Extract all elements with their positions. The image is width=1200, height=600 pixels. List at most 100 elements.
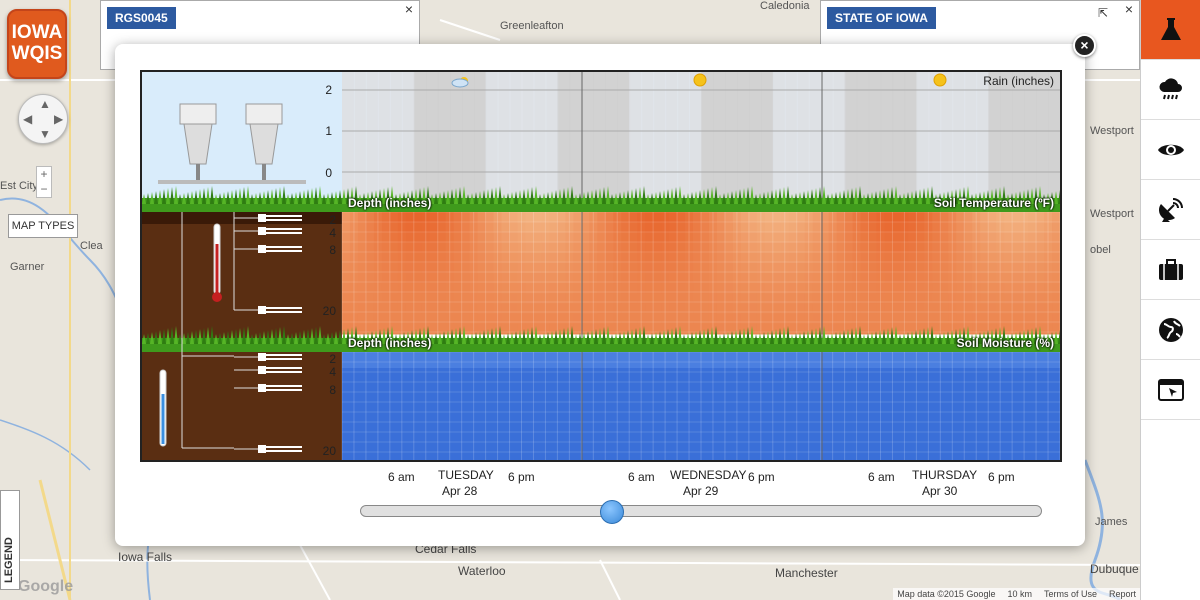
temperature-cell (421, 212, 431, 223)
moisture-panel (342, 352, 1060, 460)
grass-blade (578, 333, 582, 344)
temperature-cell (932, 283, 941, 294)
temperature-cell (988, 303, 997, 315)
temperature-cell (621, 293, 630, 304)
time-slider-track[interactable] (360, 505, 1042, 517)
rain-time-column (569, 72, 583, 200)
grass-blade (470, 193, 474, 204)
grass-blade (638, 187, 642, 204)
pan-up-icon[interactable]: ▲ (39, 97, 51, 111)
grass-blade (654, 332, 658, 344)
temperature-cell (621, 303, 630, 315)
grass-blade (814, 328, 818, 344)
grass-blade (494, 327, 498, 344)
temperature-cell (740, 283, 750, 294)
temperature-cell (980, 262, 989, 274)
grass-blade (274, 328, 278, 344)
temperature-cell (724, 323, 734, 335)
grass-blade (490, 188, 494, 204)
temperature-cell (373, 262, 383, 274)
temperature-cell (884, 212, 893, 223)
temperature-cell (956, 262, 965, 274)
temperature-cell (541, 252, 550, 264)
grass-blade (146, 333, 150, 344)
close-icon[interactable]: × (1124, 1, 1133, 17)
toolbar-item-tools[interactable] (1141, 240, 1200, 300)
legend-tab[interactable]: LEGEND (0, 490, 20, 590)
temperature-cell (940, 242, 949, 254)
toolbar-item-sensors[interactable] (1141, 180, 1200, 240)
temperature-cell (613, 232, 622, 243)
grass-blade (634, 328, 638, 344)
toolbar-item-globe[interactable] (1141, 300, 1200, 360)
grass-blade (982, 191, 986, 204)
grass-blade (350, 327, 354, 344)
pan-left-icon[interactable]: ◀ (23, 112, 33, 126)
temperature-cell (780, 252, 790, 264)
temperature-cell (772, 232, 782, 243)
grass-blade (598, 188, 602, 204)
toolbar-item-embed[interactable] (1141, 360, 1200, 420)
zoom-in-button[interactable]: + (40, 167, 48, 181)
probe-head (258, 353, 266, 361)
temperature-cell (445, 242, 455, 254)
temperature-cell (812, 242, 822, 254)
probe-rod (266, 371, 302, 373)
temperature-cell (637, 242, 646, 254)
date-label: Apr 28 (442, 484, 478, 498)
temperature-cell (661, 262, 670, 274)
app-logo[interactable]: IOWA WQIS (7, 9, 67, 79)
grass-blade (650, 333, 654, 344)
temperature-cell (884, 293, 893, 304)
temperature-cell (1044, 273, 1053, 284)
toolbar-item-view[interactable] (1141, 120, 1200, 180)
rain-gauge-top (179, 103, 217, 125)
report-link[interactable]: Report (1108, 589, 1136, 599)
grass-blade (162, 329, 166, 344)
temperature-cell (445, 283, 455, 294)
temperature-cell (748, 242, 758, 254)
zoom-out-button[interactable]: − (40, 182, 48, 196)
temperature-cell (892, 262, 901, 274)
grass-blade (174, 186, 178, 204)
temperature-cell (381, 273, 391, 284)
temperature-cell (653, 212, 662, 223)
pan-right-icon[interactable]: ▶ (54, 112, 64, 126)
terms-link[interactable]: Terms of Use (1043, 589, 1097, 599)
temperature-cell (429, 293, 439, 304)
temperature-cell (365, 293, 375, 304)
toolbar-item-water-quality[interactable] (1141, 0, 1200, 60)
temperature-cell (1020, 303, 1029, 315)
temperature-cell (900, 232, 909, 243)
grass-blade (262, 191, 266, 204)
temperature-cell (485, 323, 495, 335)
expand-icon[interactable]: ⇱ (1098, 6, 1109, 20)
temperature-cell (357, 303, 367, 315)
temperature-cell (597, 283, 606, 294)
temperature-cell (732, 273, 742, 284)
temperature-cell (365, 262, 375, 274)
temperature-cell (924, 262, 933, 274)
pan-control[interactable]: ▲ ▼ ◀ ▶ (18, 94, 68, 144)
close-icon[interactable]: × (404, 1, 413, 17)
time-slider-handle[interactable] (600, 500, 625, 524)
modal-close-button[interactable]: × (1073, 34, 1096, 57)
temperature-cell (916, 262, 925, 274)
grass-blade (1034, 327, 1038, 344)
map-types-button[interactable]: MAP TYPES (8, 214, 78, 238)
temperature-cell (964, 242, 973, 254)
grass-blade (554, 330, 558, 344)
soil-chart-svg (142, 72, 1060, 460)
temperature-cell (685, 303, 694, 315)
temperature-cell (525, 262, 534, 274)
pan-down-icon[interactable]: ▼ (39, 127, 51, 141)
temperature-cell (413, 273, 423, 284)
temperature-cell (381, 212, 391, 223)
temperature-cell (509, 273, 519, 284)
toolbar-item-weather[interactable] (1141, 60, 1200, 120)
grass-blade (690, 192, 694, 204)
temperature-cell (868, 232, 878, 243)
temperature-cell (996, 323, 1005, 335)
temperature-cell (780, 273, 790, 284)
grass-blade (450, 189, 454, 204)
